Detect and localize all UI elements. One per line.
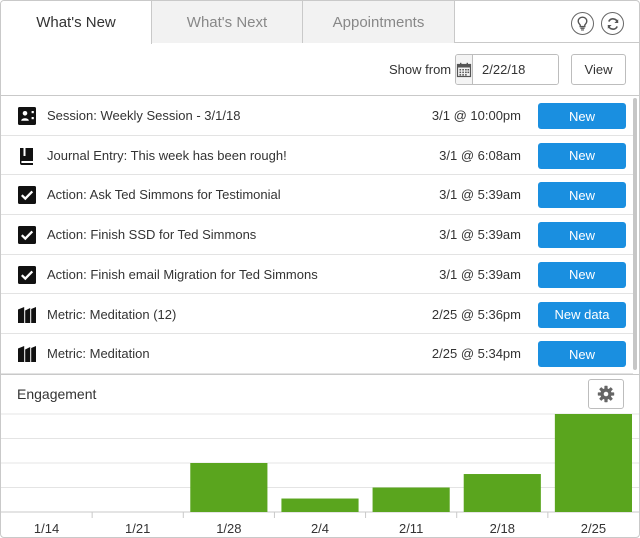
list-item[interactable]: Session: Weekly Session - 3/1/18 3/1 @ 10… (1, 96, 633, 136)
gear-icon (597, 385, 615, 403)
tab-whats-new[interactable]: What's New (1, 1, 152, 44)
tab-appointments[interactable]: Appointments (303, 1, 455, 43)
item-timestamp: 2/25 @ 5:36pm (431, 306, 521, 322)
list-item[interactable]: Metric: Meditation (12) 2/25 @ 5:36pm New … (1, 295, 633, 335)
list-item[interactable]: Action: Finish email Migration for Ted S… (1, 255, 633, 295)
tab-label: What's New (36, 14, 116, 31)
tab-label: What's Next (186, 13, 268, 31)
journal-icon (17, 146, 37, 166)
x-tick-label: 2/18 (490, 521, 515, 536)
engagement-chart: 1/14 1/21 1/28 2/4 2/11 2/18 2/25 (1, 413, 639, 536)
x-tick-label: 2/4 (311, 521, 329, 536)
item-timestamp: 3/1 @ 10:00pm (431, 108, 521, 123)
tab-bar: What's New What's Next Appointments (1, 1, 639, 44)
item-title: Metric: Meditation (47, 346, 150, 361)
checkbox-icon (17, 265, 37, 285)
tab-label: Appointments (332, 13, 425, 31)
new-status-button[interactable]: New (538, 261, 626, 288)
date-input[interactable] (473, 55, 558, 84)
engagement-header: Engagement (1, 374, 639, 412)
session-icon (17, 106, 37, 126)
item-timestamp: 3/1 @ 5:39am (439, 227, 521, 243)
activity-list: Session: Weekly Session - 3/1/18 3/1 @ 10… (1, 96, 633, 374)
item-timestamp: 3/1 @ 6:08am (439, 147, 521, 163)
chart-bar (190, 463, 268, 512)
x-tick-label: 1/14 (34, 521, 59, 536)
list-item[interactable]: Metric: Meditation 2/25 @ 5:34pm New (1, 334, 633, 374)
metric-icon (17, 344, 37, 364)
checkbox-icon (17, 225, 37, 245)
tab-whats-next[interactable]: What's Next (152, 1, 303, 43)
new-status-button[interactable]: New (538, 222, 626, 249)
item-timestamp: 3/1 @ 5:39am (439, 266, 521, 282)
new-status-button[interactable]: New (538, 182, 626, 209)
view-button[interactable]: View (571, 54, 626, 85)
item-type: Action: (47, 227, 87, 243)
list-item[interactable]: Journal Entry: This week has been rough!… (1, 136, 633, 176)
item-title: Session: Weekly Session - 3/1/18 (47, 108, 240, 123)
item-timestamp: 3/1 @ 5:39am (439, 187, 521, 203)
item-text: Finish email Migration for Ted Simmons (90, 266, 318, 282)
calendar-button[interactable] (456, 55, 473, 84)
item-text: Ask Ted Simmons for Testimonial (89, 187, 281, 203)
chart-bar (372, 487, 450, 512)
item-title: Action: Finish email Migration for Ted S… (47, 267, 318, 282)
x-tick-label: 2/25 (581, 521, 606, 536)
item-type: Action: (47, 266, 87, 282)
refresh-button[interactable] (601, 12, 624, 35)
item-title: Metric: Meditation (12) (47, 307, 176, 322)
new-status-button[interactable]: New (538, 341, 626, 368)
new-status-button[interactable]: New (538, 103, 626, 129)
lightbulb-icon (577, 16, 588, 31)
lightbulb-button[interactable] (571, 12, 594, 35)
list-item[interactable]: Action: Finish SSD for Ted Simmons 3/1 @ … (1, 215, 633, 255)
metric-icon (17, 305, 37, 325)
filter-toolbar: Show from View (1, 44, 639, 96)
x-tick-label: 1/28 (216, 521, 241, 536)
date-picker[interactable] (455, 54, 559, 85)
item-text: Meditation (12) (89, 306, 177, 322)
engagement-title: Engagement (17, 386, 97, 402)
chart-bar (281, 498, 359, 512)
list-item[interactable]: Action: Ask Ted Simmons for Testimonial 3… (1, 175, 633, 216)
item-type: Journal Entry: (47, 147, 128, 163)
x-tick-label: 2/11 (399, 521, 423, 536)
item-text: Weekly Session - 3/1/18 (100, 108, 241, 123)
list-scrollbar[interactable] (633, 98, 637, 370)
show-from-label: Show from (389, 62, 452, 77)
engagement-settings-button[interactable] (588, 379, 624, 409)
calendar-icon (456, 62, 472, 77)
new-status-button[interactable]: New data (538, 301, 626, 328)
item-text: Finish SSD for Ted Simmons (90, 227, 257, 243)
item-text: Meditation (89, 346, 150, 362)
item-type: Session: (47, 108, 97, 123)
x-tick-label: 1/21 (125, 521, 150, 536)
item-title: Journal Entry: This week has been rough! (47, 148, 287, 163)
item-type: Action: (47, 187, 87, 203)
item-title: Action: Finish SSD for Ted Simmons (47, 227, 256, 242)
new-status-button[interactable]: New (538, 142, 626, 169)
item-title: Action: Ask Ted Simmons for Testimonial (47, 187, 281, 202)
refresh-icon (607, 17, 618, 30)
item-type: Metric: (47, 346, 86, 362)
chart-bar (554, 414, 632, 512)
chart-bar (463, 474, 541, 512)
checkbox-icon (17, 185, 37, 205)
item-text: This week has been rough! (130, 147, 287, 163)
item-type: Metric: (47, 306, 86, 322)
item-timestamp: 2/25 @ 5:34pm (431, 346, 521, 362)
